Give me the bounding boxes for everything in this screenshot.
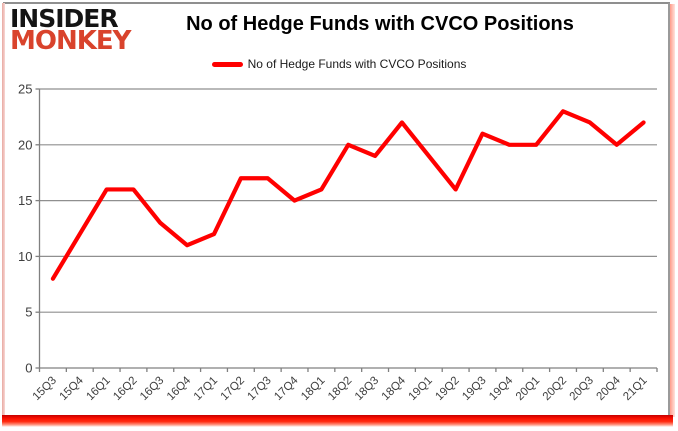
svg-text:18Q2: 18Q2 — [326, 375, 354, 403]
line-chart: 051015202515Q315Q416Q116Q216Q316Q417Q117… — [18, 82, 658, 403]
svg-text:16Q1: 16Q1 — [84, 375, 112, 403]
svg-text:17Q4: 17Q4 — [272, 374, 301, 403]
svg-text:18Q4: 18Q4 — [380, 374, 409, 403]
svg-text:5: 5 — [25, 305, 32, 320]
svg-text:20Q3: 20Q3 — [568, 375, 596, 403]
svg-text:19Q1: 19Q1 — [407, 375, 435, 403]
frame-right-border — [668, 3, 670, 416]
svg-text:20Q4: 20Q4 — [594, 374, 623, 403]
frame-top-border — [3, 2, 670, 4]
svg-text:17Q2: 17Q2 — [219, 375, 247, 403]
svg-text:20: 20 — [18, 137, 32, 152]
svg-text:19Q2: 19Q2 — [433, 375, 461, 403]
svg-text:15Q4: 15Q4 — [58, 374, 87, 403]
svg-text:17Q1: 17Q1 — [192, 375, 220, 403]
svg-text:10: 10 — [18, 249, 32, 264]
svg-text:20Q2: 20Q2 — [541, 375, 569, 403]
svg-text:16Q3: 16Q3 — [138, 375, 166, 403]
frame-bottom-red-bar — [2, 415, 673, 427]
insider-monkey-logo: INSIDER MONKEY — [10, 4, 131, 56]
logo-line-monkey: MONKEY — [10, 26, 131, 56]
svg-text:18Q1: 18Q1 — [299, 375, 327, 403]
plot-area: 0 5 10 15 20 25 15Q3 15Q4 16Q1 16Q2 16Q3 16Q4 17Q1 17… — [0, 82, 678, 431]
svg-text:15: 15 — [18, 193, 32, 208]
svg-text:15Q3: 15Q3 — [31, 375, 59, 403]
svg-text:20Q1: 20Q1 — [514, 375, 542, 403]
svg-text:21Q1: 21Q1 — [621, 375, 649, 403]
legend: No of Hedge Funds with CVCO Positions — [0, 57, 678, 71]
frame-right-glow — [670, 4, 675, 417]
svg-text:16Q4: 16Q4 — [165, 374, 194, 403]
page-title: No of Hedge Funds with CVCO Positions — [186, 13, 574, 35]
svg-text:16Q2: 16Q2 — [111, 375, 139, 403]
frame-left-border — [2, 3, 5, 416]
legend-line-marker — [211, 61, 243, 67]
svg-text:19Q4: 19Q4 — [487, 374, 516, 403]
svg-text:18Q3: 18Q3 — [353, 375, 381, 403]
svg-text:25: 25 — [18, 82, 32, 97]
svg-text:17Q3: 17Q3 — [245, 375, 273, 403]
legend-label: No of Hedge Funds with CVCO Positions — [247, 57, 467, 71]
logo-line-insider: INSIDER — [10, 4, 119, 33]
svg-text:19Q3: 19Q3 — [460, 375, 488, 403]
svg-text:0: 0 — [25, 361, 32, 376]
